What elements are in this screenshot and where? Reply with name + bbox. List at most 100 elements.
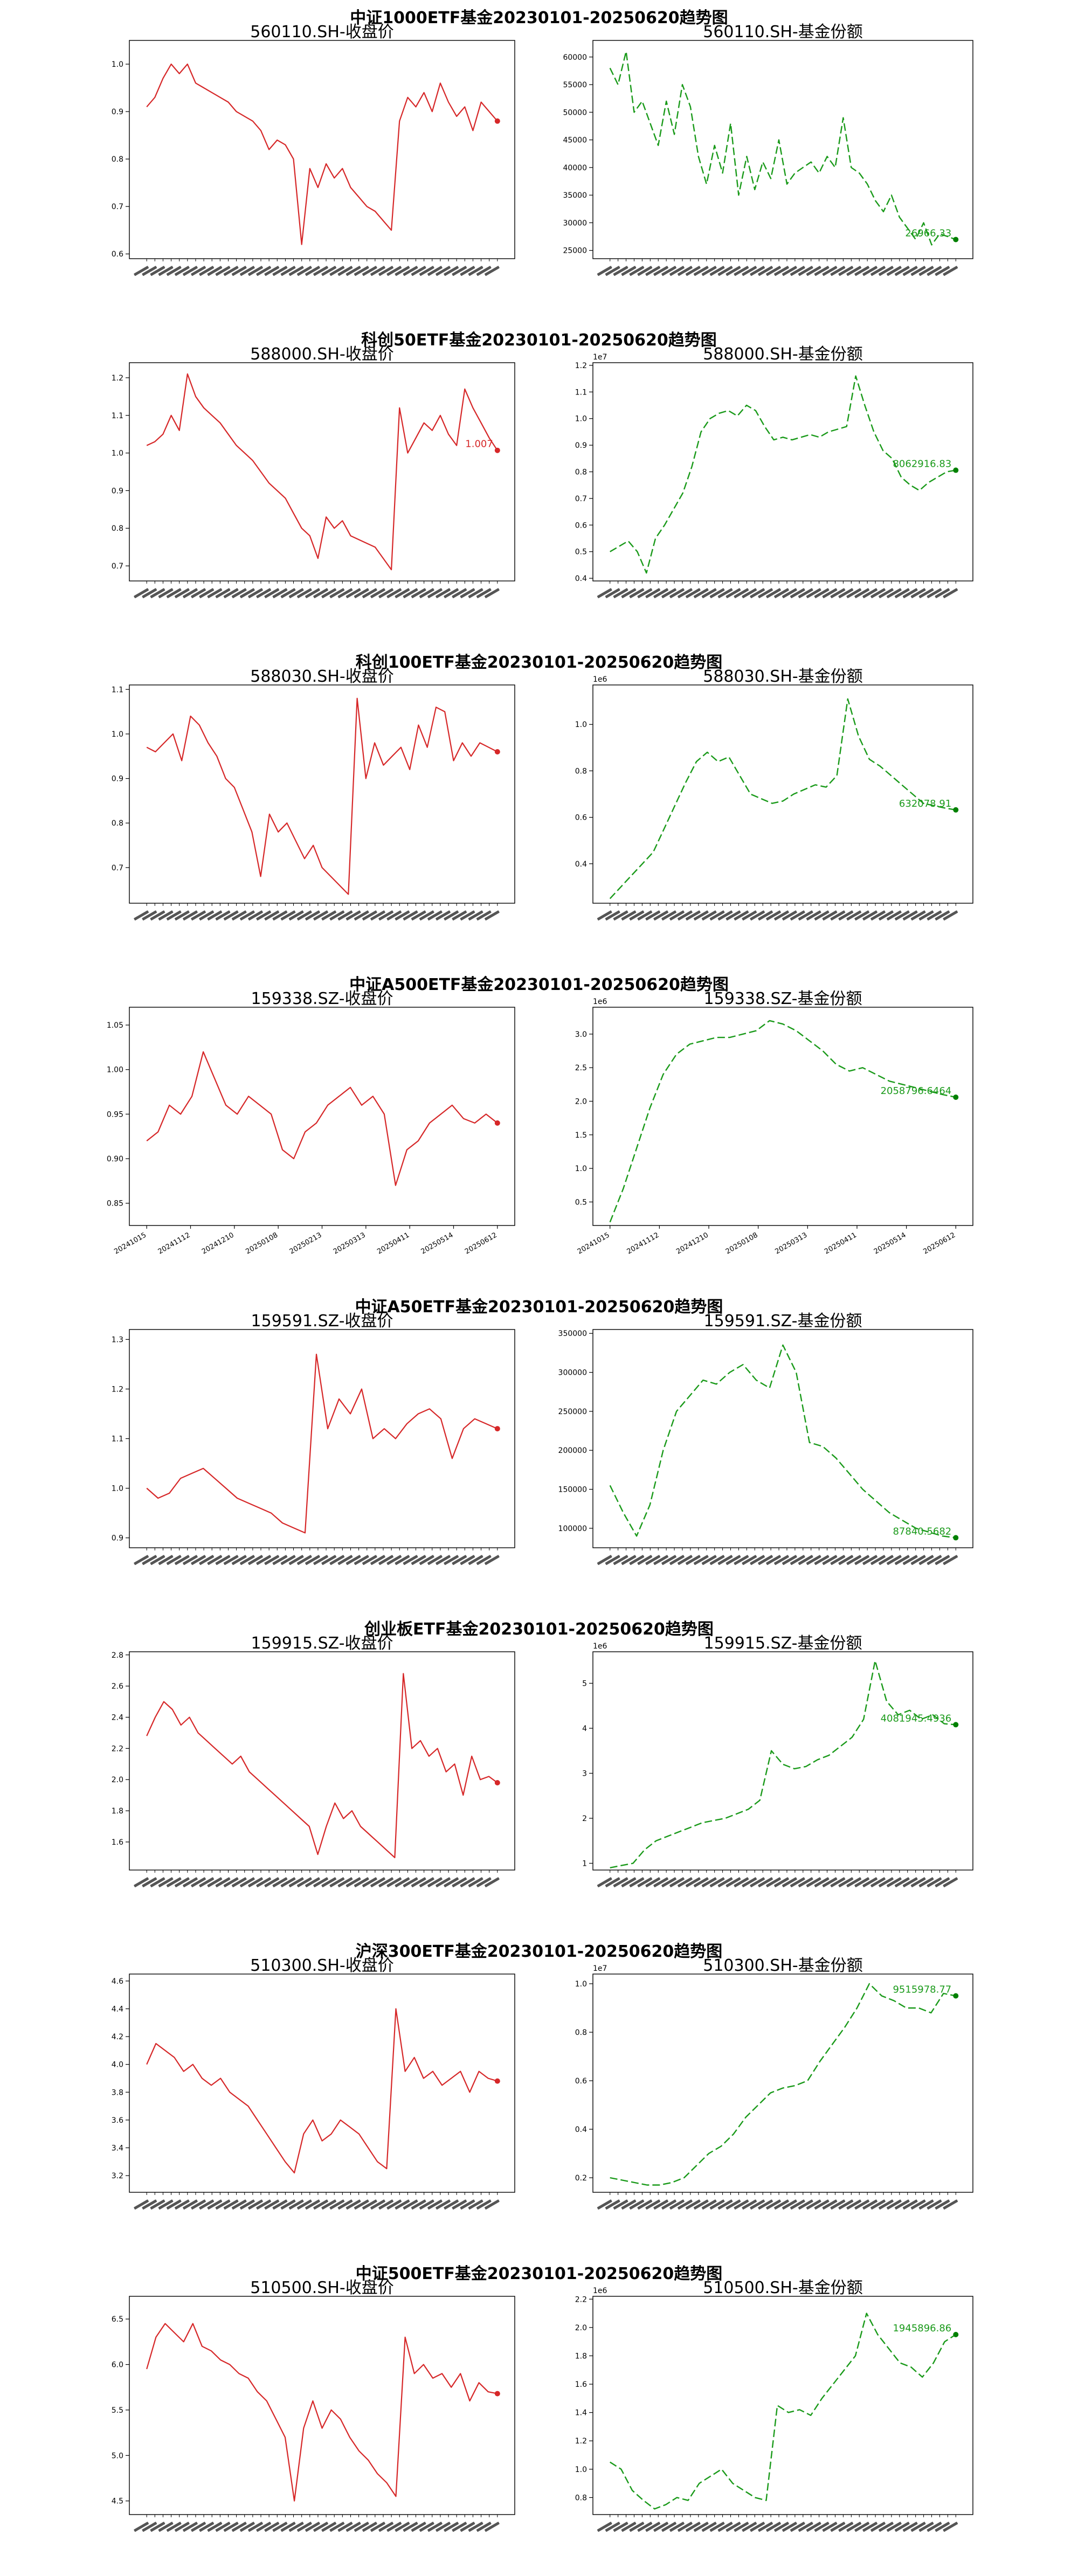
x-tick-label-dense	[790, 2522, 805, 2532]
fund-shares-panel: 510500.SH-基金份额 0.8 1.0 1.2 1.4 1.6 1.8 2.0 2.2 1e…	[575, 2279, 973, 2532]
chart-row: 中证500ETF基金20230101-20250620趋势图510500.SH-…	[112, 2265, 973, 2532]
y-tick-label: 55000	[563, 81, 587, 89]
x-tick-label-dense	[403, 2199, 418, 2210]
x-tick-label-dense	[653, 2199, 669, 2210]
y-tick-label: 4.6	[112, 1977, 123, 1986]
x-tick-label-dense	[629, 910, 645, 920]
x-tick-label-dense	[484, 266, 500, 276]
x-tick-label-dense	[637, 2199, 653, 2210]
y-tick-label: 1.0	[575, 415, 587, 424]
x-tick-label-dense	[337, 588, 353, 598]
y-tick-label: 2.0	[112, 1776, 123, 1784]
x-tick-label: 20250108	[724, 1231, 759, 1256]
y-tick-label: 0.9	[112, 487, 123, 495]
x-tick-label: 20250411	[823, 1231, 858, 1256]
x-tick-label-dense	[134, 1555, 149, 1565]
x-tick-label-dense	[862, 910, 877, 920]
y-tick-label: 2.0	[575, 2324, 587, 2332]
x-tick-label-dense	[621, 1555, 637, 1565]
y-tick-label: 0.2	[575, 2174, 587, 2183]
x-tick-label-dense	[313, 1877, 328, 1887]
x-tick-label-dense	[370, 910, 385, 920]
y-tick-label: 0.8	[575, 468, 587, 477]
chart-suptitle: 创业板ETF基金20230101-20250620趋势图	[364, 1620, 714, 1639]
y-tick-label: 1.0	[575, 1165, 587, 1173]
x-tick-label-dense	[910, 266, 926, 276]
x-tick-label-dense	[337, 2199, 353, 2210]
x-tick-label-dense	[436, 588, 451, 598]
panel-title: 588030.SH-基金份额	[703, 667, 862, 686]
y-tick-label: 4.2	[112, 2033, 123, 2041]
x-tick-label-dense	[329, 2199, 345, 2210]
x-tick-label-dense	[215, 266, 231, 276]
x-tick-label-dense	[693, 1877, 709, 1887]
x-tick-label-dense	[403, 266, 418, 276]
x-tick-label-dense	[256, 1555, 272, 1565]
end-point-marker	[494, 1780, 500, 1785]
x-tick-label-dense	[288, 2522, 304, 2532]
x-tick-label-dense	[935, 1555, 950, 1565]
x-tick-label-dense	[452, 2522, 467, 2532]
x-tick-label-dense	[134, 588, 149, 598]
panel-title: 510300.SH-基金份额	[703, 1956, 862, 1975]
x-tick-label-dense	[199, 1877, 215, 1887]
x-tick-label-dense	[460, 266, 475, 276]
x-tick-label-dense	[734, 2522, 749, 2532]
end-value-label: 632078.91	[899, 798, 951, 809]
series-line	[146, 1353, 498, 1534]
x-tick-label-dense	[669, 1555, 685, 1565]
fund-shares-panel: 159338.SZ-基金份额 0.5 1.0 1.5 2.0 2.5 3.0 1e6 20587…	[575, 989, 973, 1256]
x-tick-label-dense	[653, 1877, 669, 1887]
x-tick-label-dense	[734, 266, 749, 276]
x-tick-label-dense	[134, 2522, 149, 2532]
x-tick-label-dense	[150, 1877, 165, 1887]
x-tick-label-dense	[476, 910, 492, 920]
x-tick-label-dense	[894, 2522, 910, 2532]
x-tick-label-dense	[183, 266, 198, 276]
y-tick-label: 1.3	[112, 1335, 123, 1344]
x-tick-label-dense	[264, 588, 280, 598]
chart-row: 中证A500ETF基金20230101-20250620趋势图159338.SZ…	[107, 975, 973, 1256]
end-point-marker	[953, 807, 959, 813]
end-value-label: 8062916.83	[893, 459, 951, 470]
x-tick-label-dense	[411, 266, 426, 276]
x-tick-label-dense	[637, 910, 653, 920]
x-tick-label-dense	[597, 910, 612, 920]
x-tick-label-dense	[248, 1555, 263, 1565]
series-line	[609, 1344, 956, 1539]
x-tick-label-dense	[725, 1555, 741, 1565]
x-tick-label-dense	[158, 910, 174, 920]
y-tick-label: 1.0	[575, 2466, 587, 2474]
panel-title: 159338.SZ-收盘价	[251, 989, 393, 1008]
y-axis-multiplier: 1e7	[593, 353, 607, 362]
x-tick-label-dense	[621, 2199, 637, 2210]
x-tick-label-dense	[215, 588, 231, 598]
x-tick-label-dense	[134, 266, 149, 276]
x-tick-label-dense	[927, 910, 942, 920]
x-tick-label-dense	[750, 1555, 765, 1565]
y-tick-label: 1.0	[112, 1485, 123, 1493]
y-tick-label: 0.8	[112, 155, 123, 164]
y-tick-label: 4	[582, 1725, 587, 1733]
x-tick-label: 20250108	[244, 1231, 279, 1256]
x-tick-label-dense	[774, 910, 789, 920]
y-tick-label: 5.0	[112, 2452, 123, 2460]
axes-frame	[129, 684, 515, 904]
x-tick-label-dense	[231, 1877, 247, 1887]
x-tick-label-dense	[166, 910, 182, 920]
y-tick-label: 3.2	[112, 2172, 123, 2180]
x-tick-label-dense	[935, 588, 950, 598]
x-tick-label-dense	[717, 588, 733, 598]
x-tick-label-dense	[354, 588, 369, 598]
x-tick-label-dense	[419, 2522, 434, 2532]
y-tick-label: 5.5	[112, 2406, 123, 2415]
x-tick-label-dense	[910, 1877, 926, 1887]
x-tick-label-dense	[669, 266, 685, 276]
x-tick-label-dense	[362, 588, 377, 598]
x-tick-label-dense	[918, 266, 934, 276]
x-tick-label-dense	[264, 1555, 280, 1565]
series-line	[609, 51, 956, 246]
close-price-panel: 510300.SH-收盘价 3.2 3.4 3.6 3.8 4.0 4.2 4.4 4.6	[112, 1956, 515, 2210]
x-tick-label-dense	[248, 2522, 263, 2532]
x-tick-label-dense	[766, 266, 781, 276]
